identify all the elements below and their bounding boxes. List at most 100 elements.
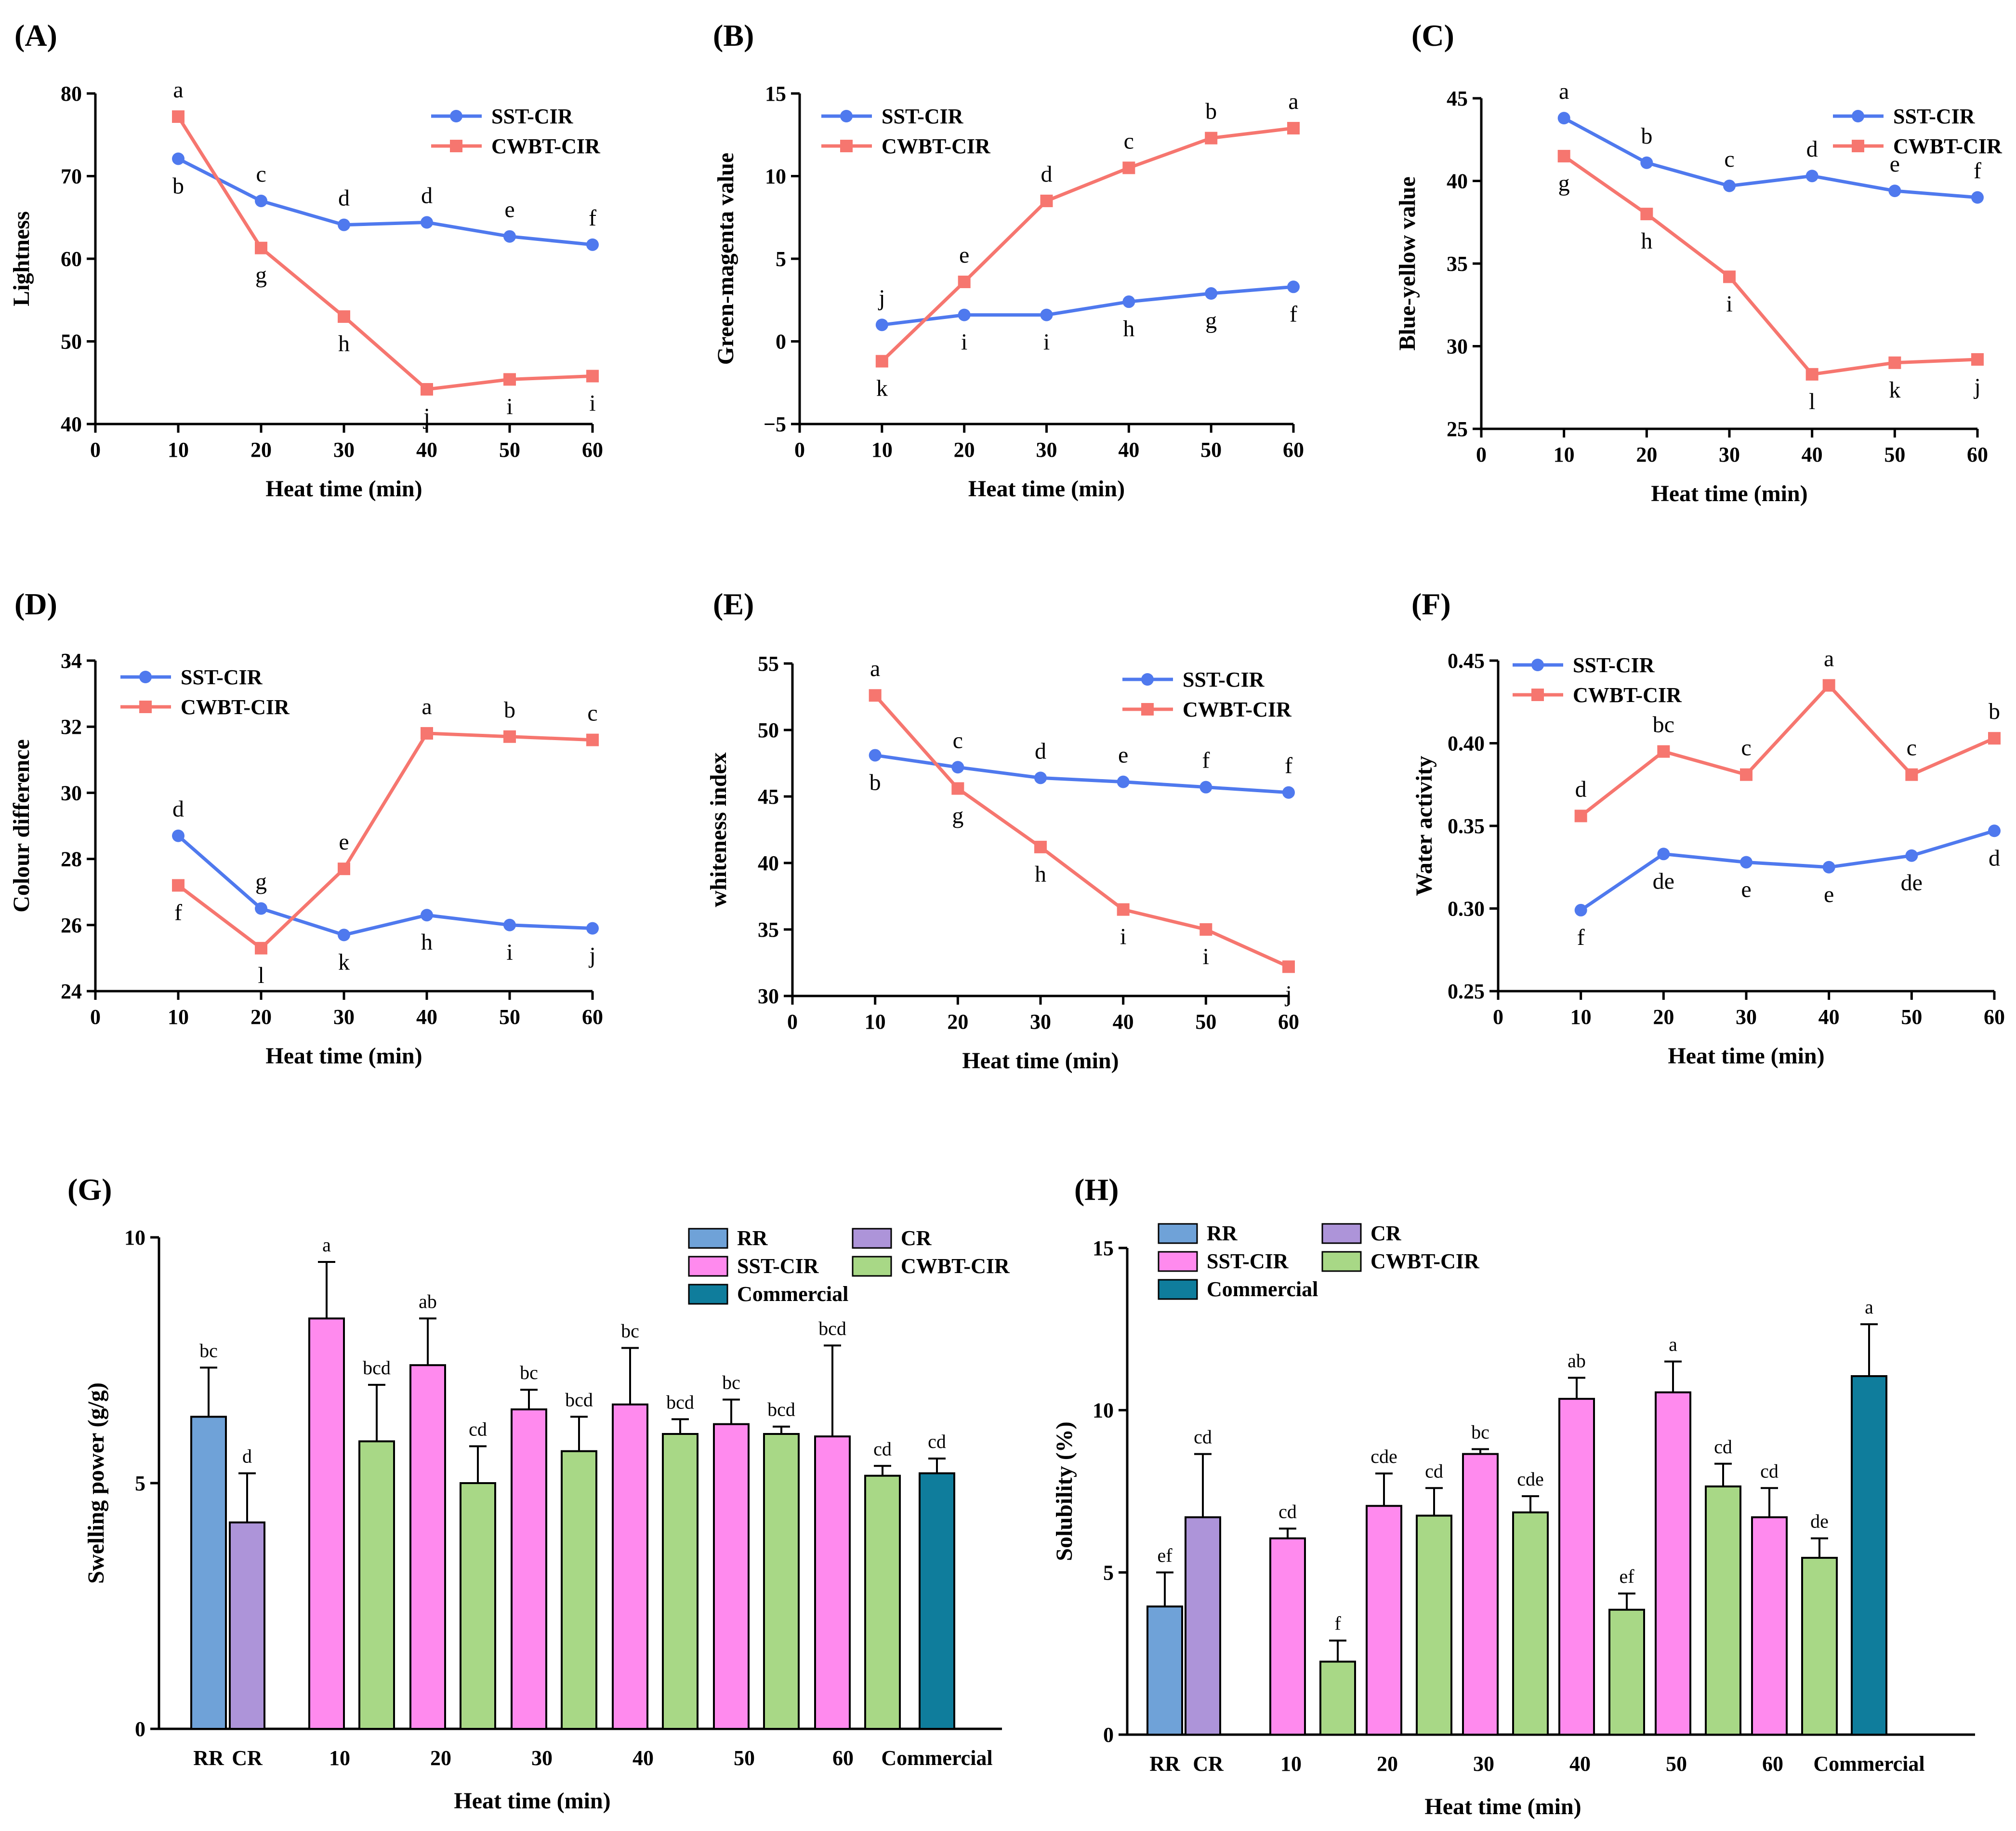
- x-tick-label: 20: [1377, 1752, 1398, 1776]
- significance-letter: b: [504, 697, 515, 723]
- significance-letter: f: [1577, 925, 1585, 950]
- bar-sst-cir: [713, 1423, 750, 1730]
- bar-cwbt-cir: [1416, 1514, 1452, 1736]
- y-tick-label: 5: [135, 1472, 145, 1495]
- bar-sst-cir: [511, 1408, 547, 1730]
- data-point: [1117, 775, 1130, 788]
- data-point: [1805, 170, 1818, 183]
- x-tick-label: 50: [1901, 1005, 1922, 1029]
- bar-sst-cir: [308, 1317, 345, 1730]
- data-point: [1557, 150, 1570, 163]
- bar-sst-cir: [1462, 1453, 1499, 1736]
- significance-letter: a: [1559, 79, 1569, 104]
- x-tick-label: 0: [90, 438, 101, 462]
- y-tick-label: 0.25: [1448, 980, 1485, 1003]
- x-tick-label: 30: [333, 1005, 355, 1029]
- bar-sst-cir: [1655, 1391, 1691, 1736]
- significance-letter: i: [1043, 330, 1050, 355]
- legend-swatch: [852, 1256, 892, 1277]
- legend-marker: [1852, 110, 1864, 122]
- y-tick-label: 60: [61, 247, 82, 271]
- data-point: [1640, 156, 1653, 169]
- data-point: [1822, 861, 1835, 874]
- significance-letter: bc: [621, 1320, 639, 1342]
- data-point: [1205, 287, 1218, 300]
- x-tick-label: 40: [1113, 1010, 1134, 1034]
- legend-swatch: [688, 1284, 728, 1305]
- x-tick-label: 40: [1118, 438, 1139, 462]
- significance-letter: j: [1973, 374, 1980, 399]
- bar-cwbt-cir: [358, 1440, 395, 1730]
- data-point: [1040, 194, 1053, 207]
- data-point: [1740, 768, 1752, 781]
- data-point: [1805, 368, 1818, 381]
- legend-label: CR: [1370, 1221, 1402, 1245]
- legend-label: SST-CIR: [491, 105, 574, 128]
- legend-label: Commercial: [737, 1282, 848, 1306]
- significance-letter: e: [339, 829, 349, 855]
- y-tick-label: 30: [758, 984, 779, 1008]
- x-axis-title: Heat time (min): [1651, 481, 1807, 506]
- x-tick-label: 50: [1200, 438, 1222, 462]
- bar-sst-cir: [1751, 1516, 1788, 1736]
- legend-label: CR: [901, 1226, 932, 1250]
- legend-marker: [1531, 689, 1544, 701]
- significance-letter: c: [1907, 735, 1917, 761]
- x-tick-label: 40: [416, 438, 437, 462]
- legend-label: SST-CIR: [1207, 1249, 1289, 1273]
- significance-letter: e: [1824, 882, 1834, 907]
- line-panel-2: (C) 0 10 20 30 40 50 60 25 30 35 40 45 Heat time (min…: [1395, 18, 2003, 506]
- significance-letter: bc: [520, 1362, 538, 1383]
- x-tick-label: RR: [193, 1746, 224, 1770]
- x-tick-label: 0: [787, 1010, 798, 1034]
- legend-label: CWBT-CIR: [901, 1254, 1010, 1278]
- y-tick-label: 0: [135, 1717, 145, 1741]
- data-point: [1822, 679, 1835, 692]
- significance-letter: g: [1205, 308, 1217, 333]
- data-point: [1723, 270, 1736, 283]
- data-point: [951, 782, 964, 795]
- significance-letter: i: [1120, 924, 1126, 950]
- x-tick-label: 60: [1762, 1752, 1783, 1776]
- data-point: [875, 355, 888, 368]
- significance-letter: h: [1641, 228, 1652, 254]
- significance-letter: e: [1890, 151, 1900, 177]
- panel-label: (F): [1411, 587, 1451, 621]
- data-point: [1574, 809, 1587, 823]
- x-tick-label: 10: [865, 1010, 886, 1034]
- panel-label: (H): [1074, 1172, 1119, 1207]
- data-point: [503, 730, 516, 743]
- y-tick-label: 30: [61, 781, 82, 805]
- significance-letter: e: [1118, 743, 1128, 768]
- data-point: [1657, 848, 1670, 861]
- y-axis-title: Water activity: [1411, 756, 1437, 896]
- significance-letter: b: [172, 173, 184, 199]
- x-tick-label: 40: [1818, 1005, 1840, 1029]
- data-point: [1205, 132, 1218, 145]
- data-point: [1122, 161, 1135, 174]
- panel-label: (G): [67, 1172, 112, 1207]
- series-line-cwbt-cir: [881, 126, 1294, 363]
- significance-letter: c: [1741, 735, 1751, 761]
- data-point: [338, 218, 350, 231]
- y-axis-title: Blue-yellow value: [1395, 176, 1420, 350]
- x-tick-label: 30: [1736, 1005, 1757, 1029]
- significance-letter: cd: [469, 1419, 487, 1440]
- x-tick-label: 60: [582, 1005, 603, 1029]
- significance-letter: bcd: [818, 1317, 846, 1339]
- y-axis-title: whiteness index: [706, 752, 731, 907]
- series-line-cwbt-cir: [177, 116, 593, 391]
- significance-letter: cd: [1278, 1500, 1297, 1522]
- significance-letter: f: [1974, 158, 1981, 184]
- y-tick-label: 40: [61, 412, 82, 436]
- x-tick-label: 10: [1554, 443, 1575, 466]
- x-tick-label: 30: [1473, 1752, 1494, 1776]
- line-panel-4: (E) 0 10 20 30 40 50 60 30 35 40 45 50 55 Heat time (m…: [706, 587, 1299, 1074]
- x-tick-label: 30: [1719, 443, 1740, 466]
- x-tick-label: CR: [1193, 1752, 1224, 1776]
- significance-letter: d: [1989, 845, 2000, 871]
- x-tick-label: RR: [1149, 1752, 1181, 1776]
- data-point: [255, 902, 267, 915]
- x-tick-label: 20: [250, 1005, 272, 1029]
- data-point: [1557, 112, 1570, 125]
